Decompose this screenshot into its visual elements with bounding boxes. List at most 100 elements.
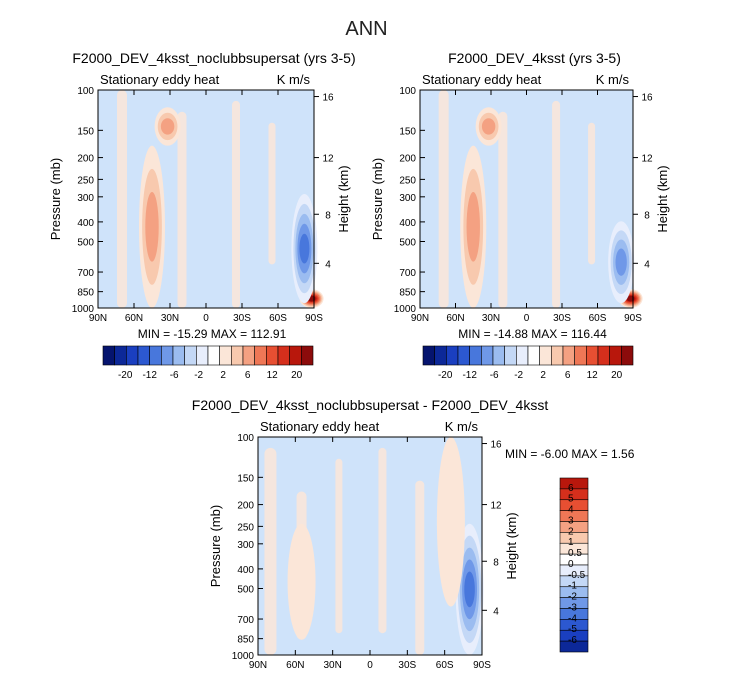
contour-level — [287, 523, 316, 640]
y-tick-label: 250 — [237, 522, 254, 533]
plot-area — [420, 90, 633, 308]
colorbar-label: -2 — [568, 592, 577, 603]
texture-band — [552, 100, 561, 309]
colorbar-swatch — [559, 488, 589, 501]
height-tick-label: 16 — [322, 93, 334, 104]
colorbar-swatch — [559, 532, 589, 544]
y-tick-label: 400 — [237, 565, 254, 576]
y-tick-label: 1000 — [72, 304, 95, 315]
colorbar-swatch — [559, 521, 589, 533]
y-tick-label: 300 — [237, 540, 254, 551]
height-tick-label: 4 — [493, 606, 499, 617]
colorbar-swatch — [559, 499, 589, 511]
panel-title: F2000_DEV_4ksst_noclubbsupersat - F2000_… — [192, 397, 549, 413]
x-tick-label: 60S — [436, 660, 454, 671]
colorbar-label: -12 — [462, 370, 477, 381]
y-tick-label: 150 — [399, 126, 416, 137]
contour-level — [615, 248, 627, 276]
y-axis-right-label: Height (km) — [504, 512, 519, 579]
colorbar-label: 0 — [568, 559, 574, 570]
colorbar-swatch — [172, 345, 185, 366]
colorbar-swatch — [574, 345, 587, 366]
y-tick-label: 300 — [77, 193, 94, 204]
y-tick-label: 100 — [77, 86, 94, 97]
colorbar-label: -3 — [568, 602, 577, 613]
y-axis-right-label: Height (km) — [655, 165, 670, 232]
x-tick-label: 30S — [233, 313, 251, 324]
height-tick-label: 4 — [325, 259, 331, 270]
colorbar-label: 2 — [220, 370, 226, 381]
y-axis-right-label: Height (km) — [336, 165, 351, 232]
colorbar-label: -6 — [170, 370, 179, 381]
y-axis-label: Pressure (mb) — [370, 158, 385, 240]
x-tick-label: 0 — [524, 313, 530, 324]
colorbar-swatch — [516, 345, 529, 366]
units-label: K m/s — [277, 72, 311, 87]
colorbar-swatch — [586, 345, 599, 366]
colorbar-swatch — [422, 345, 435, 366]
y-axis-label: Pressure (mb) — [48, 158, 63, 240]
x-tick-label: 30S — [398, 660, 416, 671]
field-label: Stationary eddy heat — [100, 72, 220, 87]
colorbar-label: 1 — [568, 537, 574, 548]
colorbar-swatch — [559, 510, 589, 522]
colorbar-swatch — [184, 345, 197, 366]
colorbar-swatch — [492, 345, 505, 366]
colorbar-swatch — [609, 345, 622, 366]
colorbar-label: 12 — [267, 370, 279, 381]
height-tick-label: 12 — [641, 154, 653, 165]
colorbar-swatch — [102, 345, 115, 366]
contour-level — [481, 118, 496, 135]
field-label: Stationary eddy heat — [422, 72, 542, 87]
colorbar-label: 6 — [565, 370, 571, 381]
panel-title: F2000_DEV_4ksst (yrs 3-5) — [448, 50, 621, 66]
y-tick-label: 300 — [399, 193, 416, 204]
y-tick-label: 250 — [399, 175, 416, 186]
texture-band — [117, 90, 127, 308]
colorbar-swatch — [207, 345, 220, 366]
colorbar-swatch — [277, 345, 290, 366]
colorbar-label: -2 — [194, 370, 203, 381]
colorbar-label: -20 — [118, 370, 133, 381]
contour-level — [464, 571, 475, 608]
texture-band — [378, 447, 387, 634]
colorbar-swatch — [114, 345, 127, 366]
texture-band — [335, 458, 343, 634]
y-tick-label: 1000 — [394, 304, 417, 315]
colorbar-label: -20 — [438, 370, 453, 381]
colorbar-swatch — [597, 345, 610, 366]
texture-band — [177, 111, 187, 308]
colorbar-label: -4 — [568, 613, 577, 624]
x-tick-label: 90N — [249, 660, 267, 671]
contour-panel-2: F2000_DEV_4ksst (yrs 3-5) Stationary eddy… — [370, 50, 670, 381]
colorbar-swatch — [242, 345, 255, 366]
colorbar-label: -12 — [142, 370, 157, 381]
colorbar-label: -5 — [568, 624, 577, 635]
x-tick-label: 90N — [89, 313, 107, 324]
x-tick-label: 90N — [411, 313, 429, 324]
height-tick-label: 16 — [641, 93, 653, 104]
height-tick-label: 8 — [325, 210, 331, 221]
colorbar-swatch — [621, 345, 634, 366]
colorbar-swatch — [231, 345, 244, 366]
colorbar-label: 2 — [568, 526, 574, 537]
y-tick-label: 200 — [237, 501, 254, 512]
min-max-text: MIN = -15.29 MAX = 112.91 — [138, 327, 287, 341]
page-title: ANN — [345, 18, 388, 40]
colorbar-swatch — [149, 345, 162, 366]
colorbar-swatch — [289, 345, 302, 366]
colorbar-label: 4 — [568, 505, 574, 516]
height-tick-label: 4 — [644, 259, 650, 270]
y-tick-label: 250 — [77, 175, 94, 186]
colorbar-swatch — [254, 345, 267, 366]
texture-band — [588, 122, 596, 265]
colorbar-swatch — [161, 345, 174, 366]
height-tick-label: 16 — [490, 440, 502, 451]
y-tick-label: 200 — [399, 154, 416, 165]
y-tick-label: 200 — [77, 154, 94, 165]
texture-band — [438, 90, 449, 308]
y-tick-label: 500 — [77, 238, 94, 249]
y-tick-label: 850 — [77, 288, 94, 299]
colorbar-swatch — [562, 345, 575, 366]
height-tick-label: 12 — [322, 154, 334, 165]
